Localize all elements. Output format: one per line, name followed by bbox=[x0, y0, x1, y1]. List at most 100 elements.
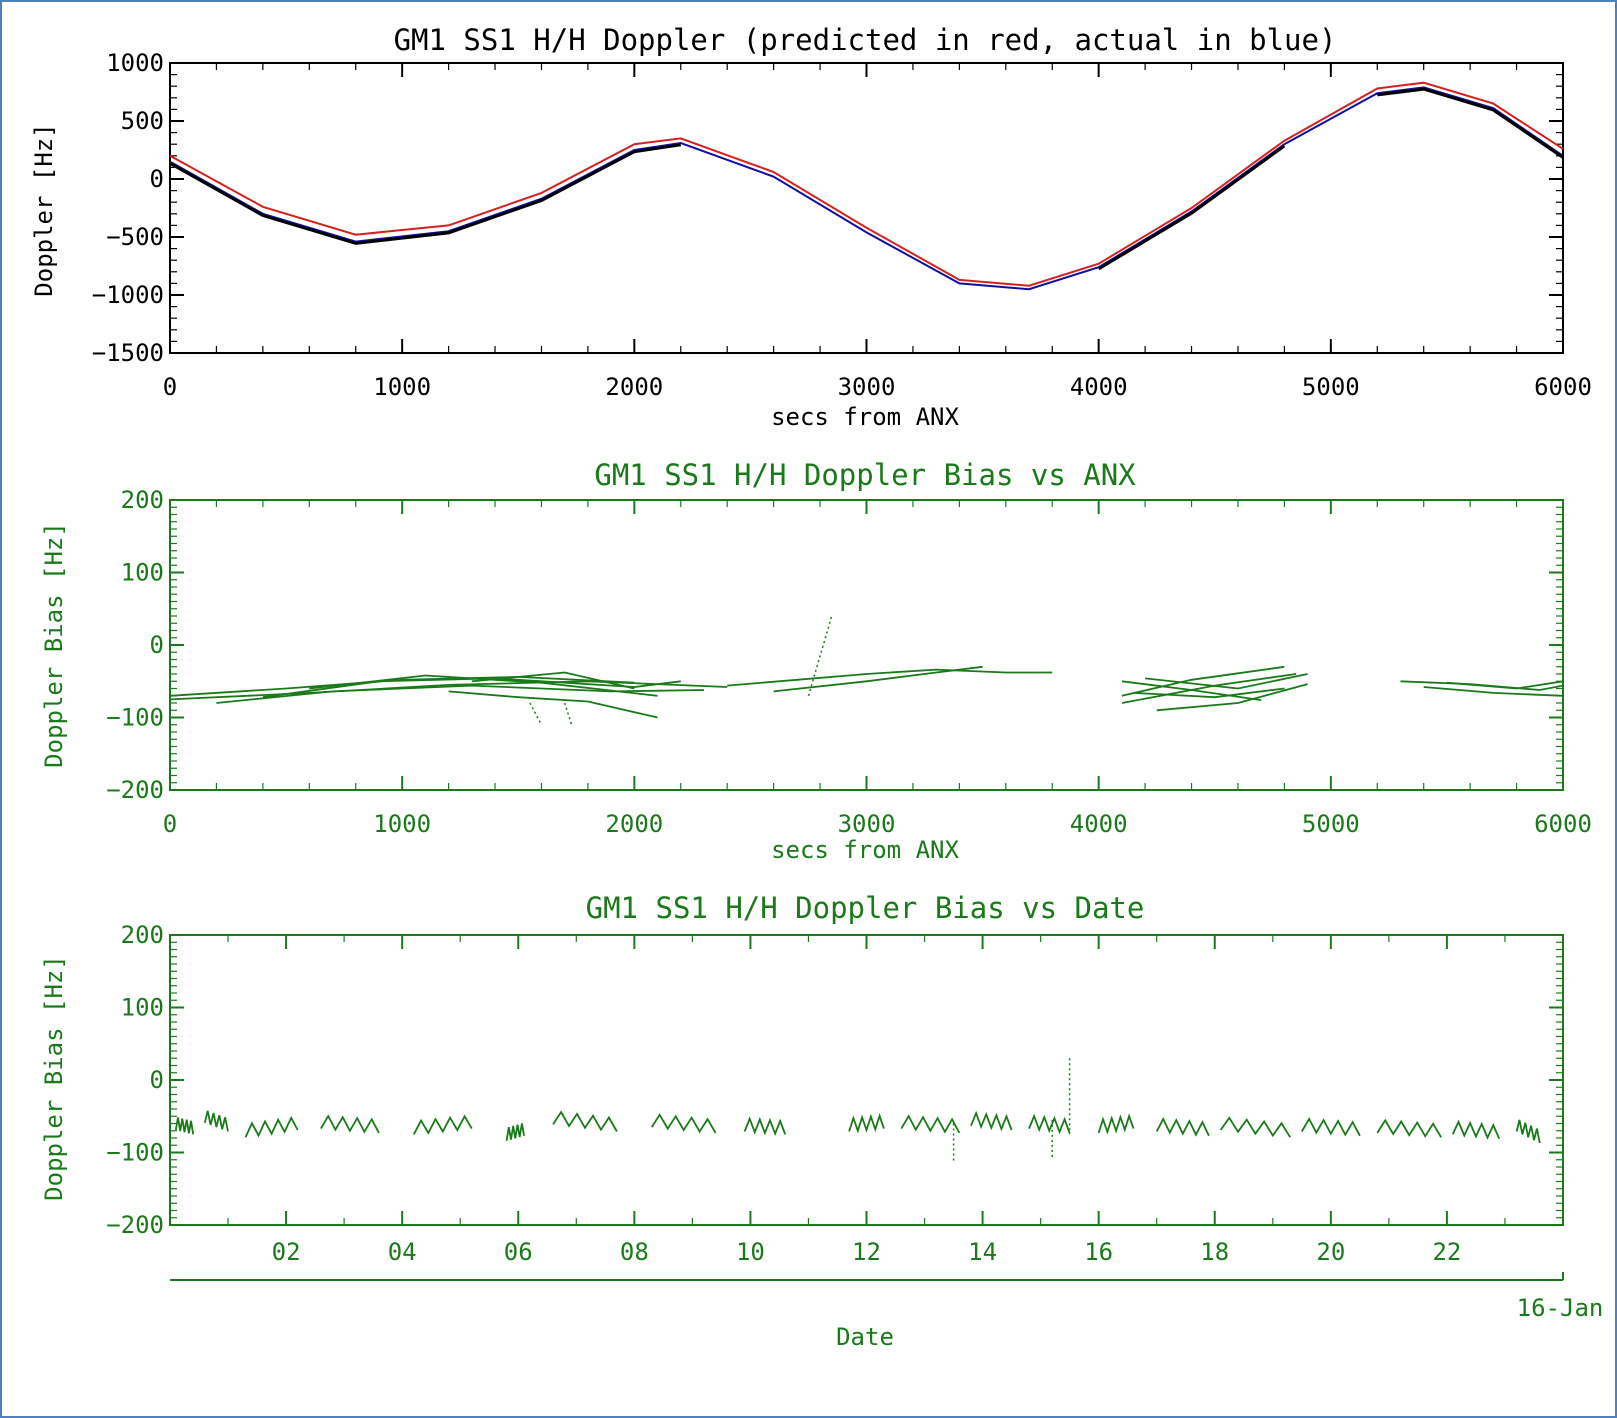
x-tick-label: 2000 bbox=[605, 810, 663, 838]
bias-vs-date-ylabel: Doppler Bias [Hz] bbox=[40, 955, 68, 1201]
bias-date-cluster bbox=[1155, 1116, 1210, 1137]
bias-trace bbox=[727, 668, 1053, 687]
x-tick-label: 18 bbox=[1200, 1238, 1229, 1266]
bias-dotted-trace bbox=[563, 702, 573, 726]
x-tick-label: 5000 bbox=[1302, 810, 1360, 838]
bias-vs-date-panel: GM1 SS1 H/H Doppler Bias vs Date Date Do… bbox=[40, 891, 1603, 1351]
measured-segment bbox=[1097, 144, 1286, 271]
bias-date-cluster bbox=[203, 1110, 229, 1132]
bias-dotted-trace bbox=[529, 702, 543, 726]
x-tick-label: 20 bbox=[1316, 1238, 1345, 1266]
bias-date-cluster bbox=[244, 1115, 299, 1138]
x-tick-label: 08 bbox=[620, 1238, 649, 1266]
bias-date-cluster bbox=[174, 1117, 195, 1135]
x-tick-label: 6000 bbox=[1534, 373, 1592, 401]
y-tick-label: 0 bbox=[150, 1066, 164, 1094]
date-reference-label: 16-Jan bbox=[1517, 1294, 1604, 1322]
bias-date-cluster bbox=[970, 1110, 1013, 1132]
bias-date-cluster bbox=[1451, 1119, 1501, 1140]
bias-vs-anx-panel: GM1 SS1 H/H Doppler Bias vs ANX secs fro… bbox=[40, 458, 1592, 864]
bias-date-cluster bbox=[743, 1116, 787, 1137]
bias-trace bbox=[1133, 687, 1285, 699]
bias-dotted-trace bbox=[807, 615, 833, 697]
x-tick-label: 14 bbox=[968, 1238, 997, 1266]
x-tick-label: 4000 bbox=[1070, 810, 1128, 838]
y-tick-label: −1000 bbox=[92, 281, 164, 309]
x-tick-label: 0 bbox=[163, 373, 177, 401]
doppler-panel: GM1 SS1 H/H Doppler (predicted in red, a… bbox=[30, 23, 1592, 431]
y-tick-label: −100 bbox=[106, 1139, 164, 1167]
bias-trace bbox=[309, 674, 658, 697]
measured-segment bbox=[169, 143, 682, 245]
plot-area-frame bbox=[169, 499, 1564, 791]
x-tick-label: 10 bbox=[736, 1238, 765, 1266]
bias-date-cluster bbox=[320, 1114, 380, 1134]
x-tick-label: 6000 bbox=[1534, 810, 1592, 838]
bias-trace bbox=[448, 690, 658, 719]
y-tick-label: 1000 bbox=[106, 49, 164, 77]
series-line-predicted bbox=[169, 81, 1564, 287]
bias-trace bbox=[1423, 686, 1564, 697]
x-tick-label: 12 bbox=[852, 1238, 881, 1266]
x-tick-label: 06 bbox=[504, 1238, 533, 1266]
bias-trace bbox=[1145, 673, 1308, 690]
x-tick-label: 4000 bbox=[1070, 373, 1128, 401]
x-tick-label: 3000 bbox=[838, 373, 896, 401]
bias-trace bbox=[471, 671, 635, 690]
x-tick-label: 0 bbox=[163, 810, 177, 838]
bias-trace bbox=[1121, 665, 1285, 697]
x-tick-label: 04 bbox=[388, 1238, 417, 1266]
bias-date-cluster bbox=[848, 1113, 885, 1134]
x-tick-label: 02 bbox=[272, 1238, 301, 1266]
plot-area-frame bbox=[169, 934, 1564, 1226]
bias-date-cluster bbox=[1028, 1113, 1071, 1135]
x-tick-label: 3000 bbox=[838, 810, 896, 838]
doppler-panel-ylabel: Doppler [Hz] bbox=[30, 123, 58, 296]
y-tick-label: 0 bbox=[150, 165, 164, 193]
bias-trace bbox=[773, 665, 983, 693]
y-tick-label: −100 bbox=[106, 704, 164, 732]
bias-date-cluster bbox=[1515, 1119, 1541, 1144]
bias-date-cluster bbox=[1301, 1117, 1361, 1137]
bias-trace bbox=[169, 680, 728, 701]
x-tick-label: 16 bbox=[1084, 1238, 1113, 1266]
bias-trace bbox=[1446, 680, 1564, 690]
y-tick-label: 100 bbox=[121, 559, 164, 587]
bias-date-cluster bbox=[1219, 1116, 1291, 1138]
bias-trace bbox=[1156, 683, 1308, 712]
bias-date-cluster bbox=[1097, 1113, 1135, 1135]
bias-date-cluster bbox=[1376, 1118, 1442, 1138]
doppler-panel-title: GM1 SS1 H/H Doppler (predicted in red, a… bbox=[394, 23, 1337, 57]
y-tick-label: −200 bbox=[106, 776, 164, 804]
y-tick-label: 100 bbox=[121, 994, 164, 1022]
y-tick-label: −500 bbox=[106, 223, 164, 251]
bias-date-cluster bbox=[900, 1114, 961, 1134]
y-tick-label: 0 bbox=[150, 631, 164, 659]
bias-trace bbox=[216, 684, 705, 704]
bias-vs-date-title: GM1 SS1 H/H Doppler Bias vs Date bbox=[586, 891, 1145, 925]
y-tick-label: −200 bbox=[106, 1211, 164, 1239]
x-tick-label: 2000 bbox=[605, 373, 663, 401]
bias-date-cluster bbox=[505, 1123, 525, 1142]
y-tick-label: 500 bbox=[121, 107, 164, 135]
bias-date-cluster bbox=[552, 1110, 618, 1132]
x-tick-label: 5000 bbox=[1302, 373, 1360, 401]
x-tick-label: 22 bbox=[1432, 1238, 1461, 1266]
bias-date-cluster bbox=[650, 1113, 717, 1134]
bias-trace bbox=[169, 675, 635, 697]
doppler-panel-xlabel: secs from ANX bbox=[771, 403, 959, 431]
y-tick-label: −1500 bbox=[92, 339, 164, 367]
bias-vs-anx-ylabel: Doppler Bias [Hz] bbox=[40, 522, 68, 768]
x-tick-label: 1000 bbox=[373, 373, 431, 401]
bias-vs-date-xlabel: Date bbox=[836, 1323, 894, 1351]
bias-vs-anx-xlabel: secs from ANX bbox=[771, 836, 959, 864]
measured-segment bbox=[1377, 87, 1564, 159]
x-tick-label: 1000 bbox=[373, 810, 431, 838]
y-tick-label: 200 bbox=[121, 921, 164, 949]
y-tick-label: 200 bbox=[121, 486, 164, 514]
series-line-actual bbox=[169, 86, 1564, 291]
bias-vs-anx-title: GM1 SS1 H/H Doppler Bias vs ANX bbox=[594, 458, 1136, 492]
bias-date-cluster bbox=[413, 1114, 473, 1135]
